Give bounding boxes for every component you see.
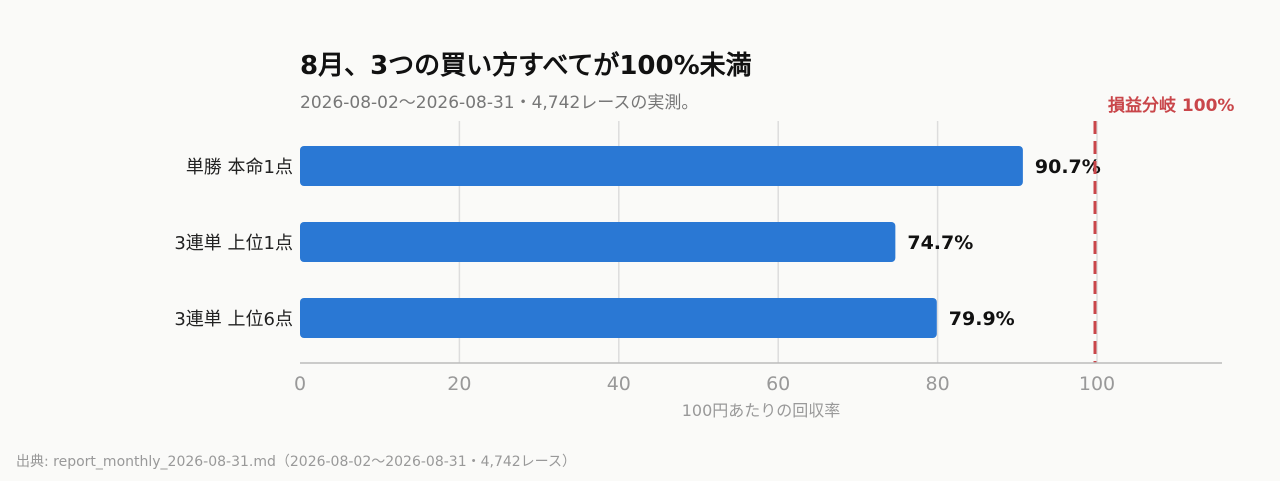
breakeven-label: 損益分岐 100% (1108, 95, 1234, 116)
chart-title: 8月、3つの買い方すべてが100%未満 (300, 50, 752, 81)
chart-subtitle: 2026-08-02〜2026-08-31・4,742レースの実測。 (300, 93, 698, 113)
x-axis-label: 100円あたりの回収率 (682, 401, 841, 420)
source-note: 出典: report_monthly_2026-08-31.md（2026-08… (16, 454, 576, 470)
x-tick-label: 0 (294, 373, 306, 395)
category-label: 3連単 上位6点 (174, 309, 293, 330)
bars: 単勝 本命1点 90.7% 3連単 上位1点 74.7% 3連単 上位6点 79.9% (174, 146, 1101, 338)
bar (300, 146, 1023, 186)
value-label: 74.7% (907, 232, 973, 254)
value-label: 90.7% (1035, 156, 1101, 178)
x-tick-label: 80 (926, 373, 950, 395)
x-tick-label: 20 (447, 373, 471, 395)
x-tick-label: 100 (1079, 373, 1115, 395)
value-label: 79.9% (949, 308, 1015, 330)
category-label: 単勝 本命1点 (186, 157, 293, 178)
x-tick-label: 40 (607, 373, 631, 395)
breakeven-line: 損益分岐 100% (1093, 95, 1234, 363)
category-label: 3連単 上位1点 (174, 233, 293, 254)
bar (300, 298, 937, 338)
x-tick-label: 60 (766, 373, 790, 395)
bar (300, 222, 896, 262)
x-ticks: 0 20 40 60 80 100 (294, 373, 1115, 395)
